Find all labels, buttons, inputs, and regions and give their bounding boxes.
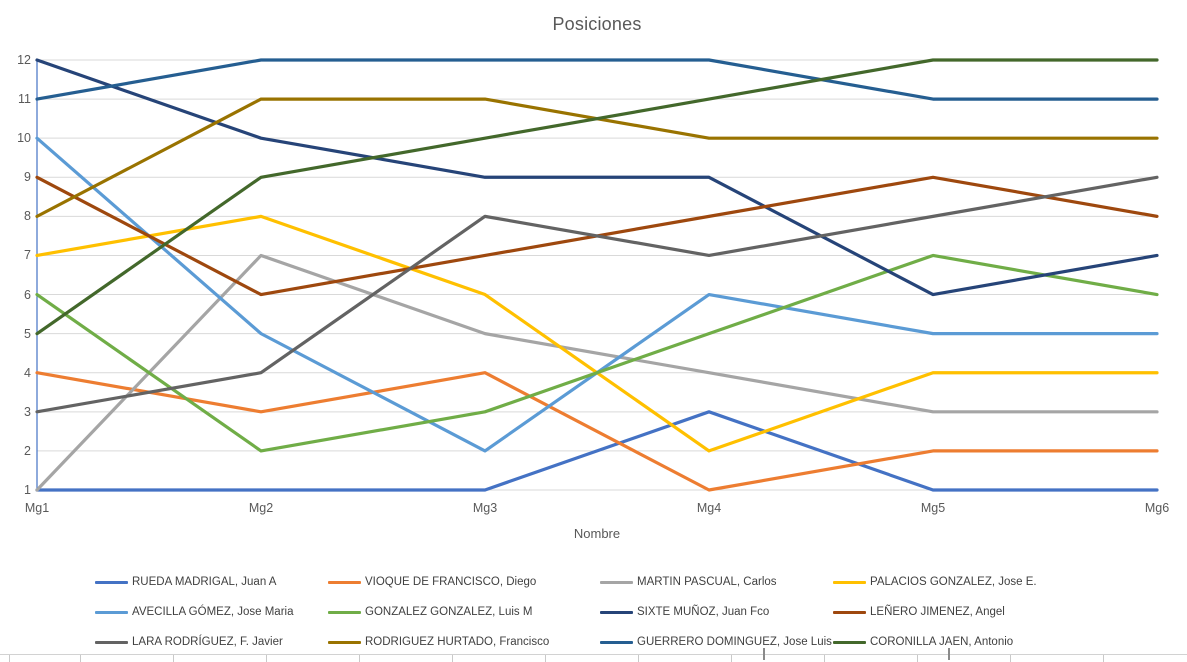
- x-tick-label: Mg4: [696, 501, 722, 515]
- legend-item[interactable]: RUEDA MADRIGAL, Juan A: [95, 576, 328, 588]
- legend-label: RUEDA MADRIGAL, Juan A: [132, 576, 277, 588]
- legend-item[interactable]: RODRIGUEZ HURTADO, Francisco: [328, 636, 600, 648]
- legend-label: AVECILLA GÓMEZ, Jose Maria: [132, 606, 294, 618]
- legend-label: VIOQUE DE FRANCISCO, Diego: [365, 576, 537, 588]
- y-tick-label: 8: [24, 209, 31, 224]
- legend-swatch: [600, 580, 633, 584]
- y-tick-label: 11: [18, 92, 31, 107]
- legend-swatch: [600, 640, 633, 644]
- y-tick-label: 4: [24, 365, 31, 380]
- legend-label: LARA RODRÍGUEZ, F. Javier: [132, 636, 283, 648]
- legend-label: LEÑERO JIMENEZ, Angel: [870, 606, 1005, 618]
- legend-item[interactable]: PALACIOS GONZALEZ, Jose E.: [833, 576, 1037, 588]
- y-tick-label: 9: [24, 170, 31, 185]
- y-tick-label: 3: [24, 404, 31, 419]
- legend-swatch: [833, 640, 866, 644]
- spreadsheet-column-separator: [948, 648, 950, 660]
- legend-item[interactable]: AVECILLA GÓMEZ, Jose Maria: [95, 606, 328, 618]
- legend-swatch: [328, 580, 361, 584]
- series-line-5[interactable]: [35, 253, 1159, 453]
- x-tick-label: Mg5: [920, 501, 946, 515]
- legend-item[interactable]: SIXTE MUÑOZ, Juan Fco: [600, 606, 833, 618]
- legend-item[interactable]: CORONILLA JAEN, Antonio: [833, 636, 1037, 648]
- legend-swatch: [833, 610, 866, 614]
- series-line-2[interactable]: [35, 253, 1159, 492]
- legend-swatch: [833, 580, 866, 584]
- series-line-1[interactable]: [35, 371, 1159, 492]
- legend-item[interactable]: VIOQUE DE FRANCISCO, Diego: [328, 576, 600, 588]
- legend-swatch: [95, 640, 128, 644]
- x-tick-label: Mg1: [24, 501, 50, 515]
- y-tick-label: 10: [17, 131, 31, 146]
- legend-label: SIXTE MUÑOZ, Juan Fco: [637, 606, 770, 618]
- spreadsheet-column-separator: [763, 648, 765, 660]
- series-line-10[interactable]: [35, 58, 1159, 101]
- spreadsheet-cell-gridlines: [0, 654, 1187, 662]
- y-tick-label: 6: [24, 287, 31, 302]
- y-tick-label: 7: [24, 248, 31, 263]
- series-line-6[interactable]: [35, 58, 1159, 297]
- gridlines: [37, 59, 1157, 491]
- legend-swatch: [600, 610, 633, 614]
- legend-label: GUERRERO DOMINGUEZ, Jose Luis: [637, 636, 832, 648]
- legend-label: MARTIN PASCUAL, Carlos: [637, 576, 777, 588]
- chart-title: Posiciones: [552, 14, 642, 34]
- legend-item[interactable]: LARA RODRÍGUEZ, F. Javier: [95, 636, 328, 648]
- y-tick-label: 12: [17, 53, 31, 67]
- legend-label: CORONILLA JAEN, Antonio: [870, 636, 1014, 648]
- legend-item[interactable]: GUERRERO DOMINGUEZ, Jose Luis: [600, 636, 833, 648]
- x-tick-label: Mg6: [1144, 501, 1170, 515]
- legend-swatch: [328, 640, 361, 644]
- legend-item[interactable]: LEÑERO JIMENEZ, Angel: [833, 606, 1037, 618]
- plot-area: [35, 58, 1159, 492]
- series-line-9[interactable]: [35, 97, 1159, 218]
- x-axis-title: Nombre: [573, 526, 621, 541]
- series-line-11[interactable]: [35, 58, 1159, 336]
- legend-item[interactable]: MARTIN PASCUAL, Carlos: [600, 576, 833, 588]
- y-tick-label: 5: [24, 326, 31, 341]
- legend: RUEDA MADRIGAL, Juan A VIOQUE DE FRANCISC…: [95, 567, 1037, 657]
- series-line-0[interactable]: [35, 410, 1159, 492]
- legend-swatch: [95, 580, 128, 584]
- legend-label: GONZALEZ GONZALEZ, Luis M: [365, 606, 533, 618]
- legend-label: PALACIOS GONZALEZ, Jose E.: [870, 576, 1037, 588]
- y-tick-label: 2: [24, 443, 31, 458]
- legend-swatch: [328, 610, 361, 614]
- legend-label: RODRIGUEZ HURTADO, Francisco: [365, 636, 550, 648]
- y-tick-label: 1: [24, 483, 31, 497]
- legend-swatch: [95, 610, 128, 614]
- legend-item[interactable]: GONZALEZ GONZALEZ, Luis M: [328, 606, 600, 618]
- x-tick-label: Mg3: [472, 501, 498, 515]
- series-line-8[interactable]: [35, 175, 1159, 414]
- x-tick-label: Mg2: [248, 501, 274, 515]
